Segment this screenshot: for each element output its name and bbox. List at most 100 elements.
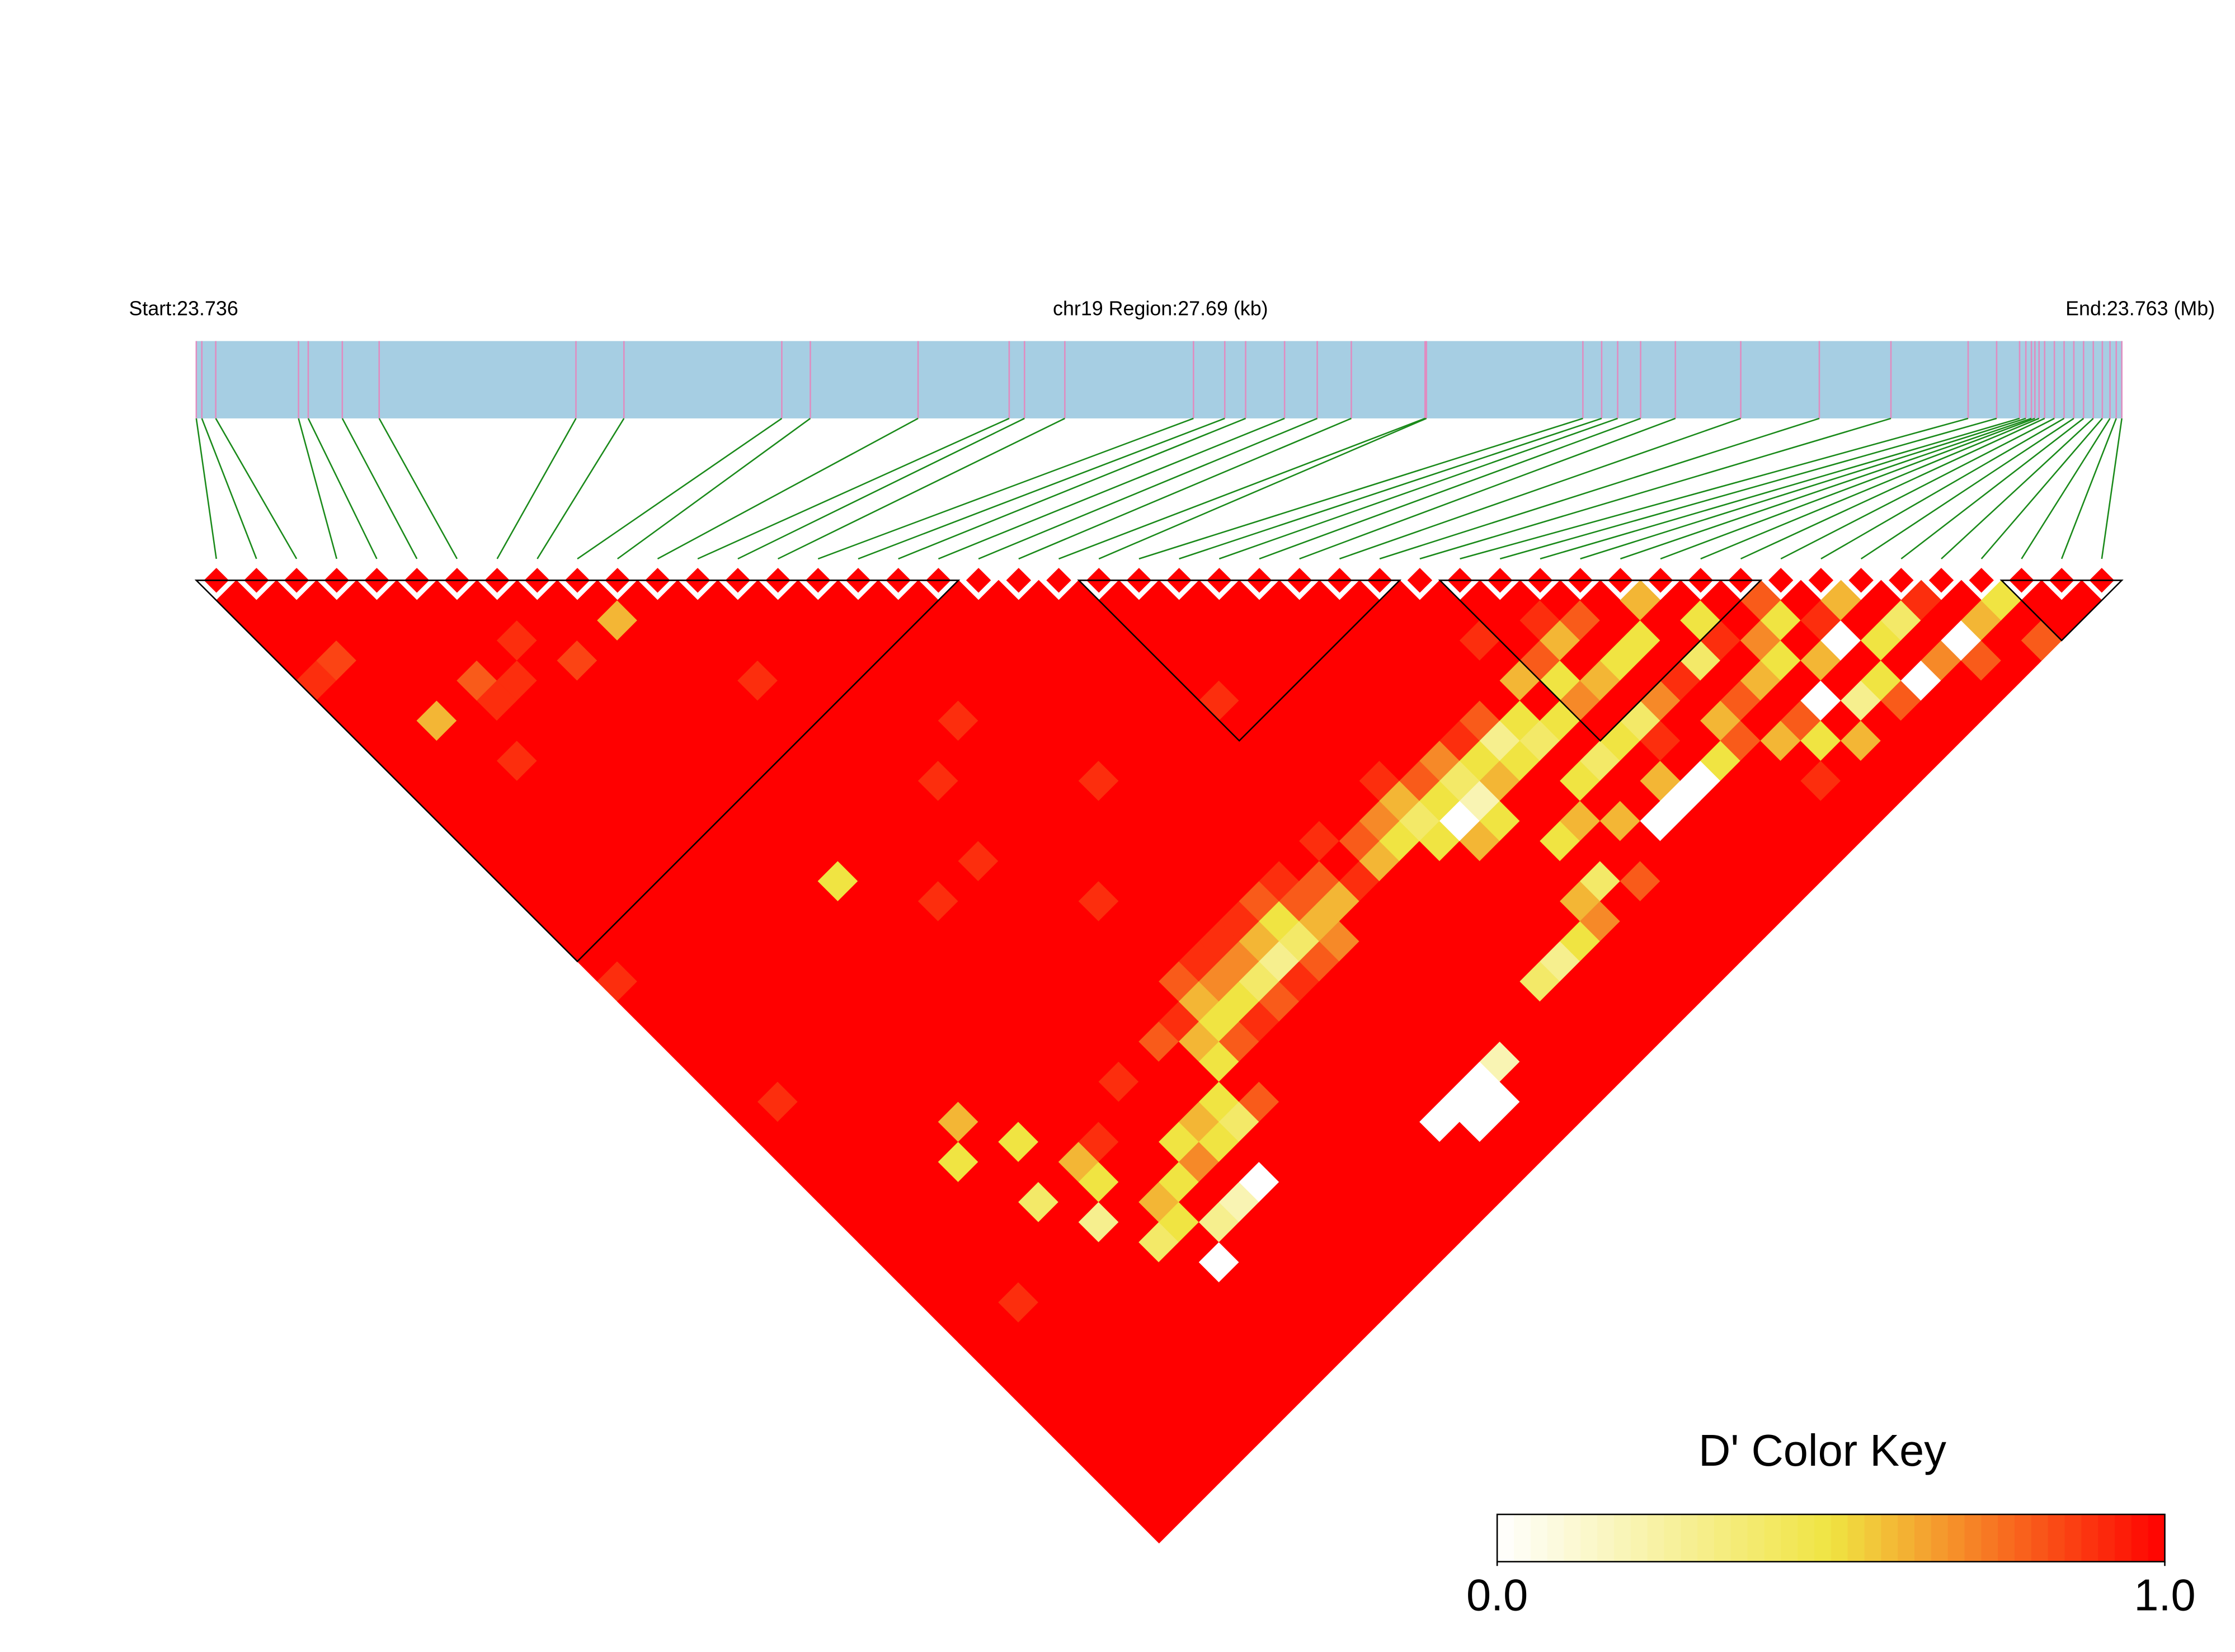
snp-link bbox=[1540, 417, 2020, 560]
colorbar-stripe bbox=[1914, 1514, 1932, 1562]
snp-link bbox=[215, 418, 298, 559]
snp-link bbox=[817, 417, 1194, 560]
snp-link bbox=[1740, 417, 2045, 560]
colorbar-title: D' Color Key bbox=[1698, 1425, 1946, 1475]
colorbar-stripe bbox=[1513, 1514, 1531, 1562]
colorbar-stripe bbox=[1831, 1514, 1848, 1562]
colorbar-stripe bbox=[1931, 1514, 1949, 1562]
colorbar-stripe bbox=[2115, 1514, 2132, 1562]
colorbar-stripe bbox=[1547, 1514, 1565, 1562]
colorbar-stripe bbox=[1814, 1514, 1832, 1562]
ld-block bbox=[194, 580, 961, 963]
snp-marker bbox=[1848, 568, 1874, 593]
snp-marker bbox=[1768, 568, 1794, 593]
snp-link bbox=[938, 417, 1285, 560]
colorbar-stripe bbox=[1981, 1514, 1998, 1562]
snp-link bbox=[1660, 417, 2035, 560]
snp-link bbox=[1179, 417, 1602, 560]
colorbar-stripe bbox=[2131, 1514, 2149, 1562]
snp-link bbox=[1900, 417, 2085, 559]
snp-link bbox=[1780, 417, 2055, 560]
colorbar-stripe bbox=[1564, 1514, 1582, 1562]
snp-link bbox=[1098, 417, 1427, 560]
colorbar-stripe bbox=[1630, 1514, 1648, 1562]
snp-link bbox=[1379, 417, 1820, 560]
colorbar-stripe bbox=[1881, 1514, 1898, 1562]
snp-link bbox=[1218, 417, 1618, 560]
colorbar-stripe bbox=[1664, 1514, 1682, 1562]
snp-link bbox=[1259, 417, 1641, 560]
gene-bar bbox=[196, 341, 2122, 418]
colorbar-stripe bbox=[1781, 1514, 1798, 1562]
colorbar-tick-label: 1.0 bbox=[2134, 1570, 2195, 1620]
colorbar-stripe bbox=[1681, 1514, 1698, 1562]
colorbar-stripe bbox=[1747, 1514, 1765, 1562]
colorbar-stripe bbox=[1764, 1514, 1782, 1562]
colorbar-stripe bbox=[1613, 1514, 1631, 1562]
colorbar-stripe bbox=[2148, 1514, 2166, 1562]
snp-link bbox=[378, 418, 458, 559]
snp-link bbox=[195, 418, 217, 559]
snp-link bbox=[1138, 417, 1583, 560]
snp-link bbox=[1980, 418, 2103, 559]
ld-block bbox=[1438, 580, 1763, 742]
snp-marker bbox=[1928, 568, 1954, 593]
snp-link bbox=[2060, 418, 2117, 559]
colorbar-stripe bbox=[1647, 1514, 1665, 1562]
region-label: chr19 Region:27.69 (kb) bbox=[1053, 298, 1268, 320]
colorbar-stripe bbox=[1847, 1514, 1865, 1562]
snp-link bbox=[1700, 417, 2040, 560]
snp-link bbox=[1058, 417, 1425, 560]
colorbar-stripe bbox=[1580, 1514, 1598, 1562]
snp-link bbox=[617, 417, 811, 559]
snp-marker bbox=[1808, 568, 1834, 593]
snp-link bbox=[1299, 417, 1676, 560]
snp-link bbox=[737, 417, 1025, 560]
snp-link bbox=[2101, 418, 2123, 559]
snp-link bbox=[1339, 417, 1741, 560]
snp-link bbox=[1941, 417, 2094, 559]
snp-link bbox=[657, 417, 919, 560]
colorbar-stripe bbox=[1998, 1514, 2015, 1562]
snp-link bbox=[1580, 417, 2026, 560]
snp-marker bbox=[1969, 568, 1994, 593]
snp-marker bbox=[1006, 568, 1032, 593]
colorbar-stripe bbox=[1947, 1514, 1965, 1562]
snp-link bbox=[298, 418, 338, 559]
snp-marker bbox=[1407, 568, 1433, 593]
snp-link bbox=[1460, 417, 1969, 560]
colorbar-stripe bbox=[1964, 1514, 1982, 1562]
colorbar-stripe bbox=[1597, 1514, 1615, 1562]
colorbar-stripe bbox=[1497, 1514, 1514, 1562]
snp-link bbox=[1620, 417, 2032, 560]
snp-link bbox=[341, 418, 418, 559]
colorbar-stripe bbox=[2081, 1514, 2098, 1562]
snp-link bbox=[1820, 417, 2065, 560]
snp-link bbox=[307, 418, 378, 559]
colorbar-tick-label: 0.0 bbox=[1466, 1570, 1528, 1620]
snp-marker bbox=[966, 568, 991, 593]
colorbar-stripe bbox=[1697, 1514, 1715, 1562]
colorbar-stripe bbox=[2048, 1514, 2065, 1562]
colorbar-stripe bbox=[1730, 1514, 1748, 1562]
end-label: End:23.763 (Mb) bbox=[2065, 298, 2215, 320]
snp-link bbox=[858, 417, 1225, 560]
snp-marker bbox=[1046, 568, 1071, 593]
colorbar-stripe bbox=[2015, 1514, 2032, 1562]
snp-link bbox=[1419, 417, 1891, 560]
colorbar-stripe bbox=[1798, 1514, 1815, 1562]
ld-block bbox=[1077, 580, 1402, 742]
colorbar-stripe bbox=[1530, 1514, 1548, 1562]
colorbar-stripe bbox=[2031, 1514, 2049, 1562]
colorbar-stripe bbox=[2064, 1514, 2082, 1562]
snp-link bbox=[2021, 418, 2111, 559]
snp-link bbox=[1018, 417, 1352, 560]
colorbar-stripe bbox=[2098, 1514, 2115, 1562]
snp-link bbox=[978, 417, 1318, 560]
colorbar-stripe bbox=[1898, 1514, 1915, 1562]
start-label: Start:23.736 bbox=[129, 298, 238, 320]
colorbar-frame bbox=[1496, 1513, 2166, 1562]
snp-link bbox=[577, 417, 783, 559]
snp-link bbox=[697, 417, 1010, 560]
